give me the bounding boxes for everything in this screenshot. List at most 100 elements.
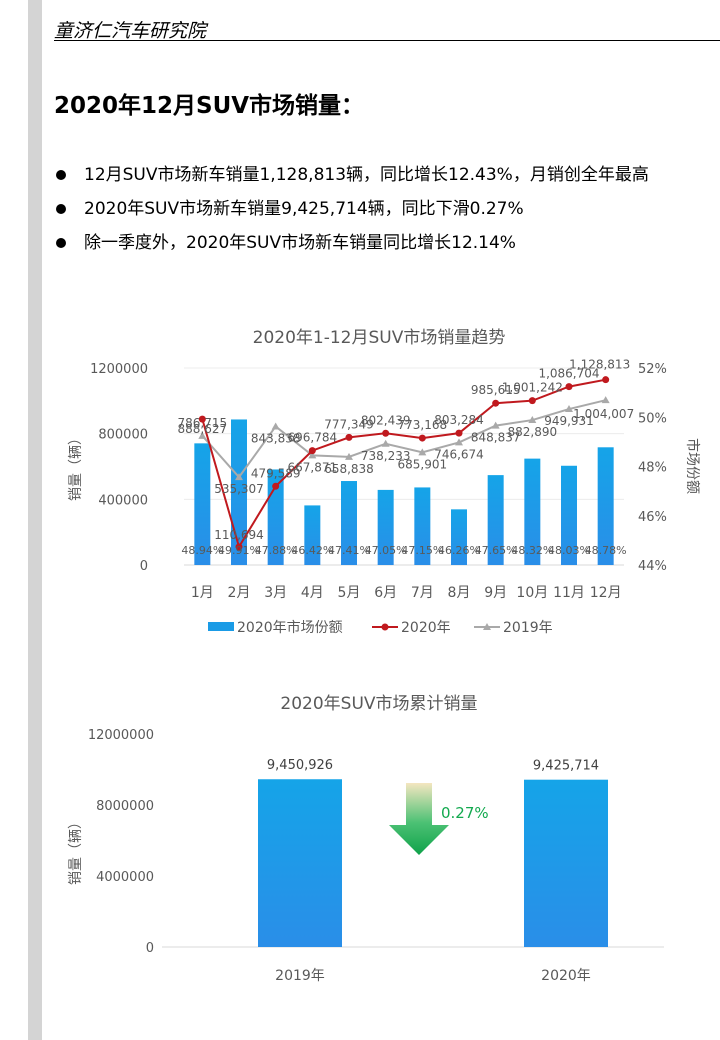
series-2020-data-label: 773,168 bbox=[398, 418, 448, 432]
share-bar-label: 48.32% bbox=[511, 544, 553, 557]
chart1-x-tick: 6月 bbox=[374, 585, 397, 601]
chart1-x-tick: 4月 bbox=[301, 585, 324, 601]
chart2-title: 2020年SUV市场累计销量 bbox=[280, 694, 477, 714]
share-bar bbox=[341, 481, 357, 565]
series-2020-marker bbox=[308, 447, 316, 455]
share-bar bbox=[304, 505, 321, 565]
series-2019-marker bbox=[381, 439, 390, 447]
chart1-y-ticks: 0 400000 800000 1200000 bbox=[90, 362, 148, 574]
series-2019-data-label: 949,931 bbox=[544, 414, 594, 428]
series-2020-data-label: 1,086,704 bbox=[538, 367, 599, 381]
chart1-title: 2020年1-12月SUV市场销量趋势 bbox=[253, 328, 506, 348]
legend-2019-marker bbox=[483, 623, 491, 630]
cumulative-bar-label: 9,450,926 bbox=[267, 758, 333, 773]
series-2019-data-label: 535,307 bbox=[214, 482, 264, 496]
series-2019-data-label: 738,233 bbox=[361, 449, 411, 463]
chart1-x-tick: 2月 bbox=[228, 585, 251, 601]
share-bar-label: 48.03% bbox=[548, 544, 590, 557]
chart2-x-tick: 2020年 bbox=[541, 968, 591, 984]
chart1-y-tick: 0 bbox=[140, 559, 148, 574]
summary-item: 12月SUV市场新车销量1,128,813辆，同比增长12.43%，月销创全年最… bbox=[54, 158, 649, 192]
chart1-lines bbox=[198, 376, 610, 551]
chart2-y-axis-label: 销量（辆） bbox=[68, 815, 84, 885]
chart1-x-tick: 1月 bbox=[191, 585, 214, 601]
series-2020-data-label: 985,615 bbox=[471, 383, 521, 397]
series-2020-marker bbox=[418, 434, 426, 442]
share-bar bbox=[377, 489, 394, 565]
series-2019-marker bbox=[271, 422, 280, 430]
series-2020-data-label: 777,349 bbox=[324, 417, 374, 431]
series-2019-marker bbox=[308, 451, 317, 459]
chart1-gridlines bbox=[184, 367, 624, 566]
cumulative-bar bbox=[524, 779, 608, 947]
share-bar bbox=[451, 509, 467, 565]
series-2020-data-label: 803,284 bbox=[434, 413, 484, 427]
share-bar-label: 47.65% bbox=[475, 544, 517, 557]
series-2019-data-label: 786,715 bbox=[178, 416, 228, 430]
share-bar-label: 47.05% bbox=[365, 544, 407, 557]
series-2020-marker bbox=[492, 399, 500, 407]
summary-item: 2020年SUV市场新车销量9,425,714辆，同比下滑0.27% bbox=[54, 192, 649, 226]
chart1-y2-tick: 44% bbox=[638, 559, 667, 574]
summary-text: 除一季度外，2020年SUV市场新车销量同比增长12.14% bbox=[84, 233, 516, 253]
share-bar-label: 49.91% bbox=[218, 544, 260, 557]
series-2020-marker bbox=[565, 383, 573, 391]
series-2020-marker bbox=[235, 543, 243, 551]
cumulative-bar bbox=[258, 779, 342, 947]
series-2020-marker bbox=[198, 415, 206, 423]
share-bar-label: 48.94% bbox=[181, 544, 223, 557]
series-2019-marker bbox=[528, 416, 537, 424]
series-2019-data-label: 882,890 bbox=[508, 425, 558, 439]
legend-bar-swatch bbox=[208, 622, 234, 631]
chart2-y-tick: 12000000 bbox=[88, 728, 154, 743]
chart2-y-tick: 8000000 bbox=[96, 799, 154, 814]
series-2020-data-label: 1,001,242 bbox=[502, 381, 563, 395]
share-bar-label: 48.78% bbox=[585, 544, 627, 557]
series-2020-data-label: 479,589 bbox=[251, 466, 301, 480]
series-2020-data-label: 1,128,813 bbox=[569, 358, 630, 372]
bullet-dot-icon bbox=[56, 170, 66, 180]
summary-item: 除一季度外，2020年SUV市场新车销量同比增长12.14% bbox=[54, 226, 649, 260]
share-bar-label: 47.88% bbox=[255, 544, 297, 557]
left-margin-bar bbox=[28, 0, 42, 1040]
page-header: 童济仁汽车研究院 bbox=[54, 14, 720, 42]
series-2020-data-label: 888,627 bbox=[178, 422, 228, 436]
chart1-y2-tick: 50% bbox=[638, 411, 667, 426]
chart1-share-bars bbox=[194, 419, 614, 565]
bullet-dot-icon bbox=[56, 204, 66, 214]
monthly-trend-chart: 2020年1-12月SUV市场销量趋势 销量（辆） 市场份额 0 400000 80… bbox=[68, 328, 701, 636]
chart1-y-tick: 400000 bbox=[98, 493, 148, 508]
org-name: 童济仁汽车研究院 bbox=[54, 20, 207, 42]
share-bar bbox=[524, 458, 541, 565]
series-2020-data-label: 110,694 bbox=[214, 528, 264, 542]
chart1-y-tick: 1200000 bbox=[90, 362, 148, 377]
chart1-y2-axis-label: 市场份额 bbox=[684, 438, 701, 494]
series-2019-data-label: 1,004,007 bbox=[573, 407, 634, 421]
series-2020-data-label: 802,439 bbox=[361, 413, 411, 427]
series-2020-marker bbox=[272, 482, 280, 490]
series-2020-marker bbox=[345, 433, 353, 441]
legend-2019-label: 2019年 bbox=[503, 620, 553, 636]
summary-text: 12月SUV市场新车销量1,128,813辆，同比增长12.43%，月销创全年最… bbox=[84, 165, 649, 185]
share-bar-label: 47.41% bbox=[328, 544, 370, 557]
chart2-y-tick: 0 bbox=[146, 941, 154, 956]
series-2019-marker bbox=[198, 431, 207, 439]
series-2019-data-label: 667,871 bbox=[288, 460, 338, 474]
down-arrow-icon bbox=[389, 783, 449, 855]
series-2019-marker bbox=[418, 448, 427, 456]
legend-2020-marker bbox=[381, 623, 389, 631]
chart1-x-ticks: 1月 2月 3月 4月 5月 6月 7月 8月 9月 10月 11月 12月 bbox=[191, 585, 622, 601]
series-2020-data-label: 696,784 bbox=[288, 431, 338, 445]
chart1-x-tick: 3月 bbox=[264, 585, 287, 601]
series-2019-data-label: 848,837 bbox=[471, 431, 521, 445]
chart2-data-labels: 9,450,926 9,425,714 bbox=[267, 758, 599, 773]
share-bar-label: 46.26% bbox=[438, 544, 480, 557]
series-2020-line bbox=[201, 378, 606, 550]
legend-2020-label: 2020年 bbox=[401, 620, 451, 636]
chart1-x-tick: 12月 bbox=[590, 585, 622, 601]
bullet-dot-icon bbox=[56, 238, 66, 248]
chart1-y2-ticks: 44% 46% 48% 50% 52% bbox=[638, 362, 667, 574]
series-2020-marker bbox=[602, 376, 610, 384]
series-2019-line bbox=[201, 399, 606, 479]
chart1-x-tick: 7月 bbox=[411, 585, 434, 601]
